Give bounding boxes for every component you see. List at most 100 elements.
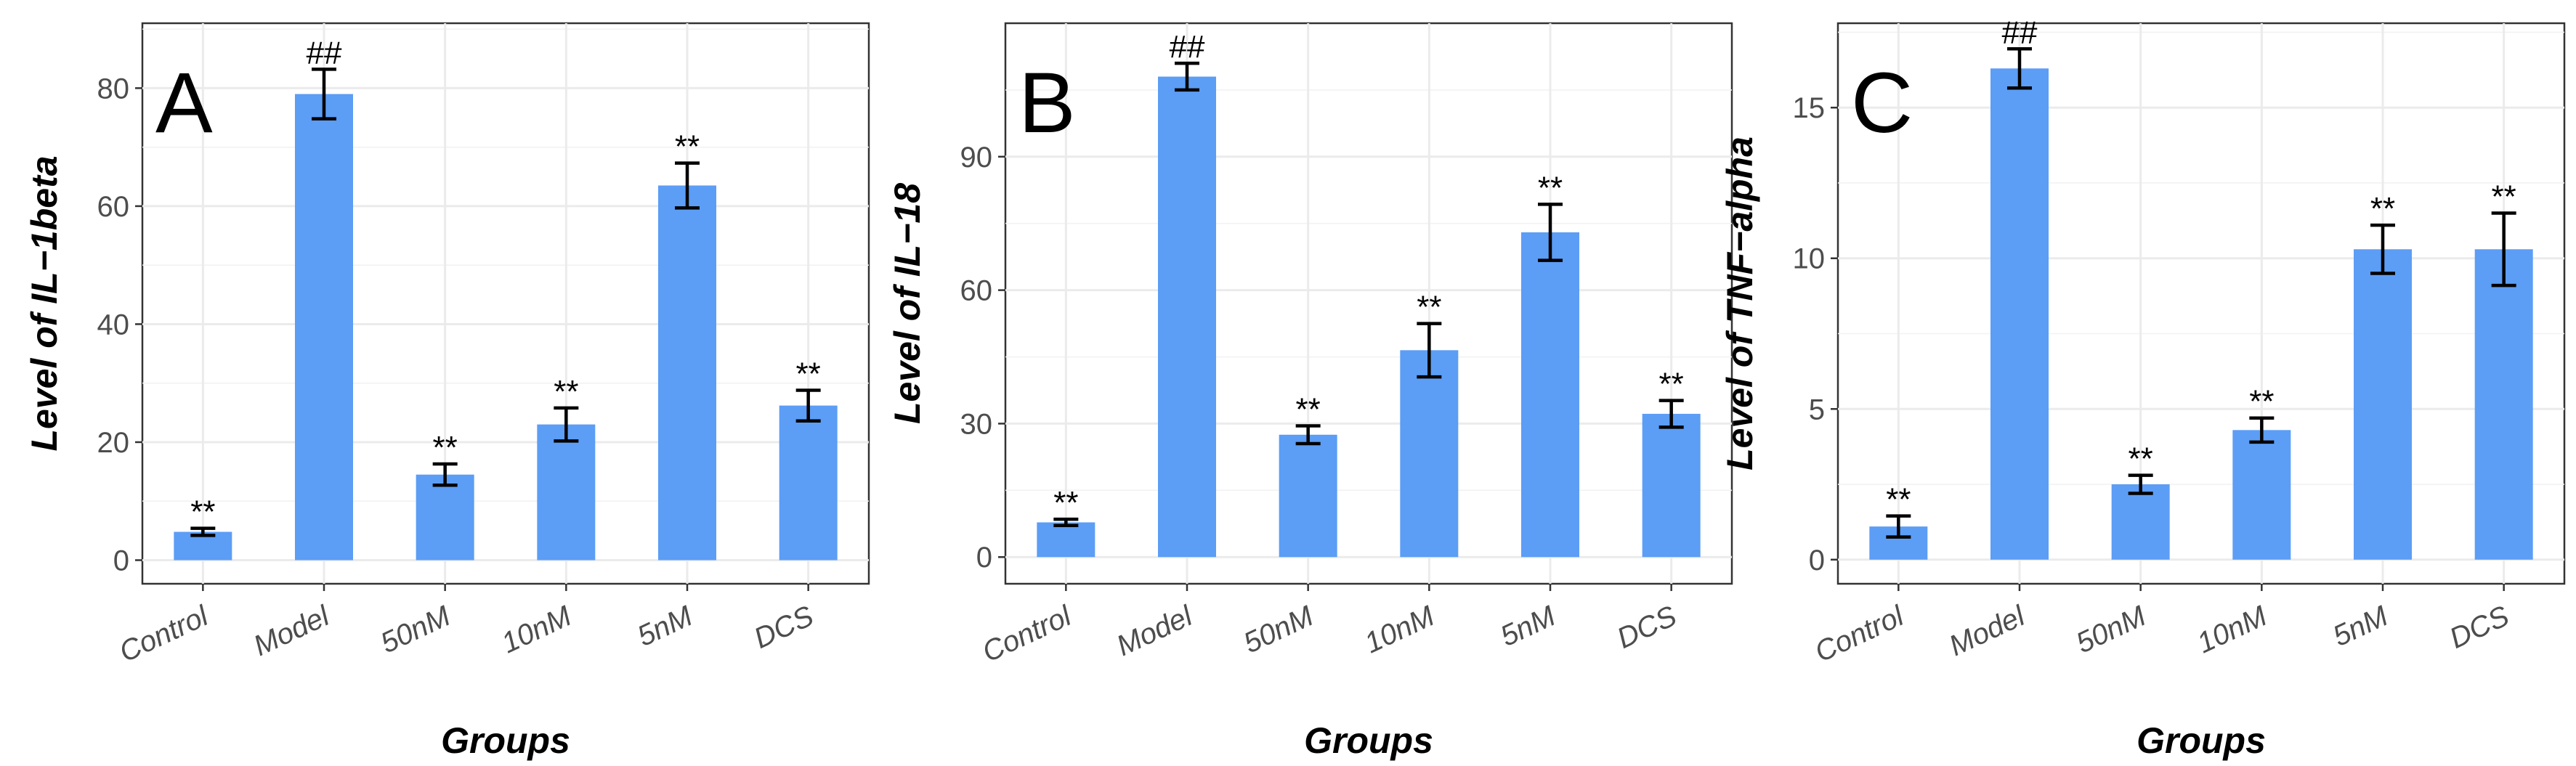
panel-a-x-tick-label: 10nM [497,600,577,659]
panel-b-y-axis-label: Level of IL−18 [887,183,928,424]
panel-c-bar-model [1990,68,2049,560]
panel-a-bar-dcs [779,405,838,561]
panel-b-y-ticks: 0 30 60 90 [960,142,1005,574]
panel-a-x-axis-label: Groups [441,720,570,761]
panel-b-significance-10nm: ** [1417,290,1441,325]
panel-a-letter: A [155,55,213,151]
panel-b: ** ## ** ** ** ** 0 30 60 90 Control Model 50nM 10n… [887,22,1733,761]
panel-b-error-bar-50nm [1295,424,1321,446]
panel-b-plot-area [1004,22,1733,585]
panel-a-x-tick-label: Control [115,600,214,669]
panel-a-y-ticks: 0 20 40 60 80 [97,73,142,576]
panel-a-significance-10nm: ** [554,374,578,410]
panel-b-y-tick-label: 60 [960,275,993,307]
panel-c-x-tick-label: 50nM [2071,600,2151,659]
panel-b-x-tick-label: 10nM [1360,600,1440,659]
panel-c-bar-5nm [2354,249,2412,560]
panel-a-y-tick-label: 0 [113,545,129,576]
panel-c-x-axis-label: Groups [2136,720,2266,761]
panel-c: ** ## ** ** ** ** 0 5 10 15 Control Model 50nM 10nM… [1720,15,2566,761]
panel-a-error-bars [190,68,821,537]
panel-c-plot-area [1836,22,2566,585]
panel-c-significance-10nm: ** [2249,384,2274,420]
panel-c-x-tick-label: 10nM [2192,600,2272,659]
panel-c-letter: C [1851,55,1913,151]
panel-a-significance-labels: ** ## ** ** ** ** [190,35,821,529]
panel-c-error-bar-control [1886,514,1911,539]
panel-a-y-tick-label: 20 [97,427,130,459]
panel-c-bar-dcs [2474,249,2533,560]
panel-c-x-tick-label: DCS [2445,600,2514,655]
panel-a-significance-5nm: ** [675,129,700,165]
panel-a-error-bar-control [190,526,216,537]
panel-c-error-bar-dcs [2491,211,2516,288]
panel-c-y-tick-label: 15 [1793,92,1826,124]
panel-b-bar-50nm [1279,434,1337,558]
panel-a-y-tick-label: 60 [97,191,130,223]
panel-b-bar-control [1037,522,1095,558]
panel-b-bar-10nm [1400,350,1459,558]
panel-c-y-tick-label: 0 [1809,545,1825,576]
panel-c-bar-10nm [2232,430,2291,560]
panel-a-x-tick-label: Model [248,600,334,662]
panel-a-y-axis-label: Level of IL−1beta [24,155,65,451]
panel-c-error-bar-model [2007,47,2032,90]
panel-a-x-ticks: Control Model 50nM 10nM 5nM DCS [115,584,819,669]
panel-c-y-axis-label: Level of TNF−alpha [1720,137,1760,470]
panel-c-x-tick-label: Control [1810,600,1909,669]
panel-b-bar-model [1158,76,1216,558]
panel-b-x-tick-label: Control [978,600,1077,669]
panel-c-y-ticks: 0 5 10 15 [1793,92,1838,576]
panel-a-bar-10nm [537,424,596,561]
panel-b-x-axis-label: Groups [1304,720,1433,761]
panel-b-x-tick-label: DCS [1612,600,1681,655]
panel-a-x-tick-label: 5nM [633,600,698,653]
panel-a-significance-control: ** [190,494,215,530]
panel-a-error-bar-50nm [432,462,458,487]
panel-c-significance-labels: ** ## ** ** ** ** [1886,15,2516,517]
panel-b-significance-5nm: ** [1538,170,1563,205]
panel-a-x-tick-label: 50nM [376,600,455,659]
panel-a-significance-model: ## [307,35,342,70]
panel-a-bar-50nm [416,474,474,561]
panel-b-y-tick-label: 0 [976,542,992,574]
panel-b-x-tick-label: Model [1111,600,1197,662]
panel-c-error-bars [1886,47,2516,539]
panel-b-x-ticks: Control Model 50nM 10nM 5nM DCS [978,584,1682,669]
panel-c-x-tick-label: Model [1944,600,2030,662]
panel-b-error-bar-10nm [1417,322,1442,379]
panel-b-significance-50nm: ** [1296,391,1321,427]
panel-a-bar-5nm [658,185,716,561]
panel-a-y-tick-label: 80 [97,73,130,105]
panel-b-letter: B [1018,55,1076,151]
panel-a-bar-model [295,94,353,561]
panel-b-y-tick-label: 90 [960,142,993,174]
panel-a-error-bar-5nm [675,161,700,210]
panel-b-significance-model: ## [1170,29,1205,65]
panel-c-x-ticks: Control Model 50nM 10nM 5nM DCS [1810,584,2514,669]
panel-b-error-bar-dcs [1658,399,1684,429]
panel-c-bar-50nm [2111,484,2170,560]
panel-a-error-bar-dcs [795,388,821,423]
panel-c-significance-control: ** [1886,482,1911,518]
panel-b-significance-labels: ** ## ** ** ** ** [1053,29,1684,521]
panel-b-error-bars [1053,61,1684,527]
panel-c-error-bar-5nm [2370,223,2395,275]
panel-b-bars [1037,76,1701,558]
panel-a-x-tick-label: DCS [749,600,818,655]
panel-a-significance-50nm: ** [433,430,458,465]
panel-b-significance-control: ** [1053,485,1078,521]
panel-a-error-bar-10nm [554,406,579,443]
panel-b-y-tick-label: 30 [960,408,993,440]
panel-b-x-tick-label: 50nM [1239,600,1319,659]
panel-c-error-bar-50nm [2128,473,2153,495]
panel-b-error-bar-model [1175,61,1199,92]
panel-c-error-bar-10nm [2249,416,2275,444]
panel-c-x-tick-label: 5nM [2328,600,2394,653]
panel-a-significance-dcs: ** [796,356,821,391]
panel-c-bars [1869,68,2533,560]
panel-b-error-bar-5nm [1538,203,1563,262]
panel-b-error-bar-control [1053,517,1079,527]
panel-b-x-tick-label: 5nM [1496,600,1561,653]
